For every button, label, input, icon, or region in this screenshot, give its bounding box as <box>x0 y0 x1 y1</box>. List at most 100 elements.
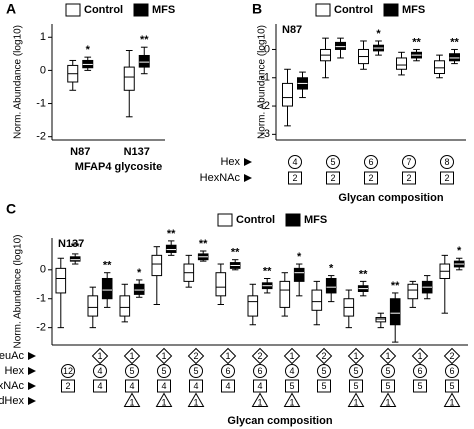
hexnac-symbol <box>285 379 299 393</box>
hexnac-symbol <box>413 379 427 393</box>
neuac-symbol <box>283 347 301 365</box>
panel-label: B <box>252 1 262 17</box>
x-axis-label: Glycan composition <box>227 415 332 427</box>
hex-symbol <box>93 364 107 378</box>
composition-count: 2 <box>65 381 70 391</box>
hexnac-symbol <box>253 379 267 393</box>
y-tick-label: 0 <box>40 264 46 276</box>
hexnac-symbol <box>364 171 378 185</box>
significance: ** <box>231 247 240 259</box>
x-axis-label: Glycan composition <box>338 192 443 204</box>
x-axis-label: MFAP4 glycosite <box>75 161 162 173</box>
box <box>123 66 135 91</box>
row-label: dHex <box>0 395 24 407</box>
box <box>335 41 346 50</box>
significance: * <box>376 28 381 40</box>
row-label: Hex <box>4 365 24 377</box>
neuac-symbol <box>347 347 365 365</box>
composition-count: 4 <box>289 366 294 376</box>
significance: ** <box>263 265 272 277</box>
significance: * <box>457 245 462 257</box>
hexnac-symbol <box>93 379 107 393</box>
box <box>119 295 131 317</box>
hex-symbol <box>413 364 427 378</box>
hexnac-symbol <box>221 379 235 393</box>
panel-label: C <box>6 201 16 217</box>
dhex-symbol <box>187 392 205 407</box>
row-label: HexNAc <box>200 172 241 184</box>
legend-label: MFS <box>152 4 175 16</box>
dhex-symbol <box>283 392 301 407</box>
composition-count: 4 <box>292 157 297 167</box>
composition-count: 4 <box>257 381 262 391</box>
composition-count: 5 <box>353 381 358 391</box>
composition-count: 5 <box>330 157 335 167</box>
hexnac-symbol <box>61 379 75 393</box>
hex-symbol <box>402 155 416 169</box>
hexnac-symbol <box>288 171 302 185</box>
composition-count: 1 <box>353 351 358 361</box>
composition-count: 6 <box>417 366 422 376</box>
dhex-symbol <box>443 392 461 407</box>
box <box>389 298 401 326</box>
neuac-symbol <box>219 347 237 365</box>
composition-count: 2 <box>444 173 449 183</box>
y-axis-label: Norm. Abundance (log10) <box>13 25 24 139</box>
legend-swatch <box>65 3 81 17</box>
composition-count: 6 <box>368 157 373 167</box>
composition-count: 2 <box>292 173 297 183</box>
hex-symbol <box>364 155 378 169</box>
composition-count: 1 <box>385 351 390 361</box>
x-tick-label: N87 <box>70 146 90 158</box>
composition-count: 1 <box>385 397 390 407</box>
row-label: Hex <box>220 156 240 168</box>
hex-symbol <box>445 364 459 378</box>
panel-label: A <box>6 1 16 17</box>
dhex-symbol <box>123 392 141 407</box>
row-arrow <box>244 174 252 182</box>
composition-count: 5 <box>385 366 390 376</box>
composition-count: 2 <box>368 173 373 183</box>
hex-symbol <box>317 364 331 378</box>
composition-count: 4 <box>97 381 102 391</box>
neuac-symbol <box>187 347 205 365</box>
x-tick-label: N137 <box>124 146 150 158</box>
legend-swatch <box>217 213 233 227</box>
significance: ** <box>103 260 112 272</box>
composition-count: 1 <box>353 397 358 407</box>
hex-symbol <box>381 364 395 378</box>
row-arrow <box>28 382 36 390</box>
box <box>165 244 177 253</box>
hexnac-symbol <box>349 379 363 393</box>
legend-swatch <box>383 3 399 17</box>
box <box>325 277 337 294</box>
box <box>396 57 407 70</box>
hex-symbol <box>326 155 340 169</box>
hexnac-symbol <box>402 171 416 185</box>
neuac-symbol <box>123 347 141 365</box>
row-arrow <box>28 352 36 360</box>
row-label: NeuAc <box>0 350 24 362</box>
dhex-symbol <box>347 392 365 407</box>
composition-count: 5 <box>289 381 294 391</box>
significance: ** <box>450 36 459 48</box>
composition-count: 2 <box>321 351 326 361</box>
neuac-symbol <box>251 347 269 365</box>
box <box>138 54 150 68</box>
hexnac-symbol <box>317 379 331 393</box>
composition-count: 1 <box>161 397 166 407</box>
composition-count: 6 <box>257 366 262 376</box>
box <box>375 317 387 323</box>
box <box>215 272 227 297</box>
hexnac-symbol <box>157 379 171 393</box>
hexnac-symbol <box>440 171 454 185</box>
hex-symbol <box>125 364 139 378</box>
composition-count: 1 <box>449 397 454 407</box>
neuac-symbol <box>91 347 109 365</box>
box <box>69 256 81 262</box>
legend-swatch <box>285 213 301 227</box>
row-label: HexNAc <box>0 380 24 392</box>
composition-count: 1 <box>289 397 294 407</box>
panel-title: N137 <box>58 238 84 250</box>
